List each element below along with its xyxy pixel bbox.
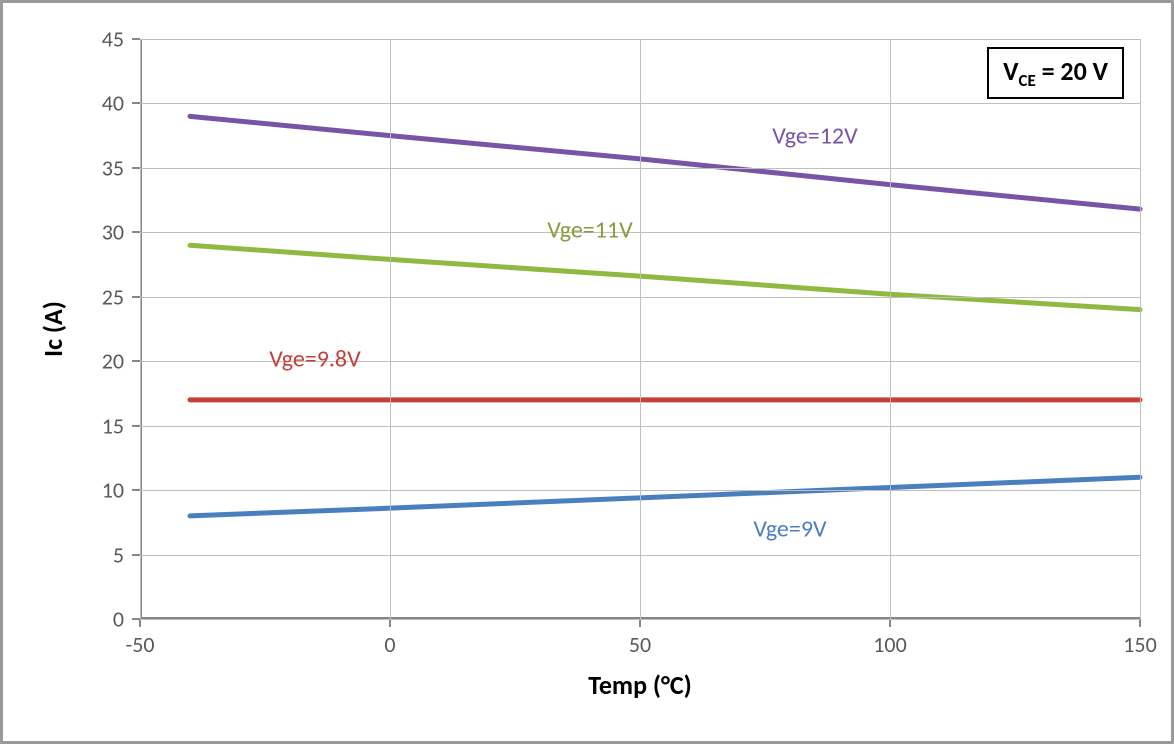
chart-wrap: VCE = 20 V Vge=12VVge=11VVge=9.8VVge=9V …: [25, 21, 1149, 721]
y-tick-mark: [132, 38, 140, 40]
y-tick-mark: [132, 489, 140, 491]
x-tick-label: 100: [873, 631, 906, 658]
y-tick-label: 10: [25, 477, 124, 504]
y-tick-mark: [132, 102, 140, 104]
chart-outer-frame: VCE = 20 V Vge=12VVge=11VVge=9.8VVge=9V …: [0, 0, 1174, 744]
series-line-vge11: [190, 245, 1140, 309]
y-tick-mark: [132, 360, 140, 362]
series-line-vge9: [190, 477, 1140, 516]
y-tick-label: 45: [25, 26, 124, 53]
y-tick-label: 40: [25, 90, 124, 117]
x-tick-mark: [139, 619, 141, 627]
vce-prefix: V: [1003, 55, 1018, 87]
grid-h: [140, 555, 1140, 556]
x-axis-title: Temp (°C): [588, 669, 692, 701]
y-tick-mark: [132, 425, 140, 427]
x-tick-label: 50: [629, 631, 651, 658]
vce-annotation: VCE = 20 V: [987, 47, 1124, 99]
x-tick-label: 0: [384, 631, 395, 658]
y-tick-label: 5: [25, 541, 124, 568]
y-tick-label: 35: [25, 154, 124, 181]
vce-sub: CE: [1019, 70, 1036, 91]
series-label-vge9: Vge=9V: [753, 514, 826, 543]
y-tick-label: 30: [25, 219, 124, 246]
x-tick-mark: [639, 619, 641, 627]
x-tick-label: -50: [125, 631, 154, 658]
grid-h: [140, 490, 1140, 491]
grid-h: [140, 619, 1140, 620]
x-tick-label: 150: [1123, 631, 1156, 658]
grid-h: [140, 168, 1140, 169]
series-label-vge12: Vge=12V: [772, 121, 857, 150]
grid-h: [140, 103, 1140, 104]
y-tick-label: 25: [25, 283, 124, 310]
grid-h: [140, 426, 1140, 427]
y-tick-mark: [132, 554, 140, 556]
y-tick-label: 0: [25, 606, 124, 633]
y-tick-label: 15: [25, 412, 124, 439]
series-label-vge98: Vge=9.8V: [269, 344, 360, 373]
y-tick-mark: [132, 296, 140, 298]
grid-v: [140, 39, 141, 619]
series-label-vge11: Vge=11V: [547, 215, 632, 244]
grid-v: [1140, 39, 1141, 619]
y-tick-label: 20: [25, 348, 124, 375]
y-tick-mark: [132, 231, 140, 233]
grid-v: [890, 39, 891, 619]
y-tick-mark: [132, 618, 140, 620]
x-tick-mark: [889, 619, 891, 627]
plot-area: VCE = 20 V Vge=12V Vge=11V Vge=9.8V Vge=9V: [140, 39, 1140, 619]
grid-v: [390, 39, 391, 619]
x-tick-mark: [389, 619, 391, 627]
series-line-vge12: [190, 116, 1140, 209]
y-tick-mark: [132, 167, 140, 169]
x-tick-mark: [1139, 619, 1141, 627]
grid-v: [640, 39, 641, 619]
vce-suffix: = 20 V: [1036, 55, 1108, 87]
grid-h: [140, 297, 1140, 298]
grid-h: [140, 232, 1140, 233]
grid-h: [140, 39, 1140, 40]
